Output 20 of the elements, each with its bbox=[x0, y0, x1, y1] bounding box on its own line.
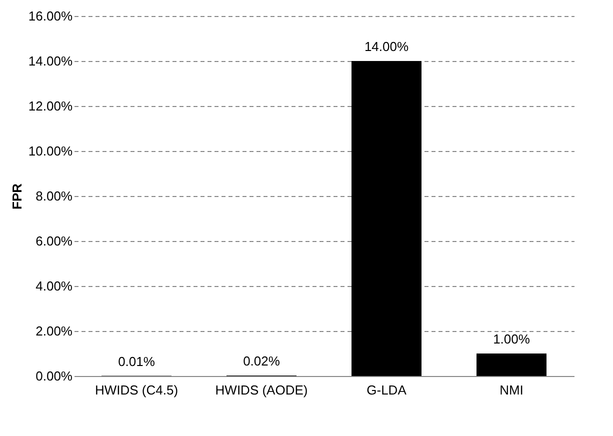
y-tick-label: 2.00% bbox=[36, 324, 73, 338]
bar bbox=[352, 61, 422, 376]
y-tick-label: 6.00% bbox=[36, 234, 73, 248]
y-axis-title: FPR bbox=[9, 182, 24, 210]
y-tick-label: 4.00% bbox=[36, 278, 73, 294]
y-tick-label: 10.00% bbox=[28, 144, 73, 158]
bar bbox=[476, 354, 546, 376]
data-label: 1.00% bbox=[493, 332, 530, 346]
data-label: 0.01% bbox=[118, 354, 156, 369]
x-tick-label: HWIDS (AODE) bbox=[215, 382, 308, 398]
data-label: 14.00% bbox=[364, 39, 409, 54]
x-tick-label: G-LDA bbox=[366, 382, 407, 398]
x-tick-label: HWIDS (C4.5) bbox=[94, 382, 178, 398]
y-tick-label: 0.00% bbox=[36, 368, 73, 384]
y-tick-label: 16.00% bbox=[28, 8, 73, 24]
x-tick-label: NMI bbox=[500, 382, 524, 398]
data-label: 0.02% bbox=[243, 354, 280, 369]
y-tick-label: 12.00% bbox=[28, 98, 73, 114]
y-tick-label: 14.00% bbox=[28, 54, 73, 68]
y-tick-label: 8.00% bbox=[36, 188, 73, 204]
